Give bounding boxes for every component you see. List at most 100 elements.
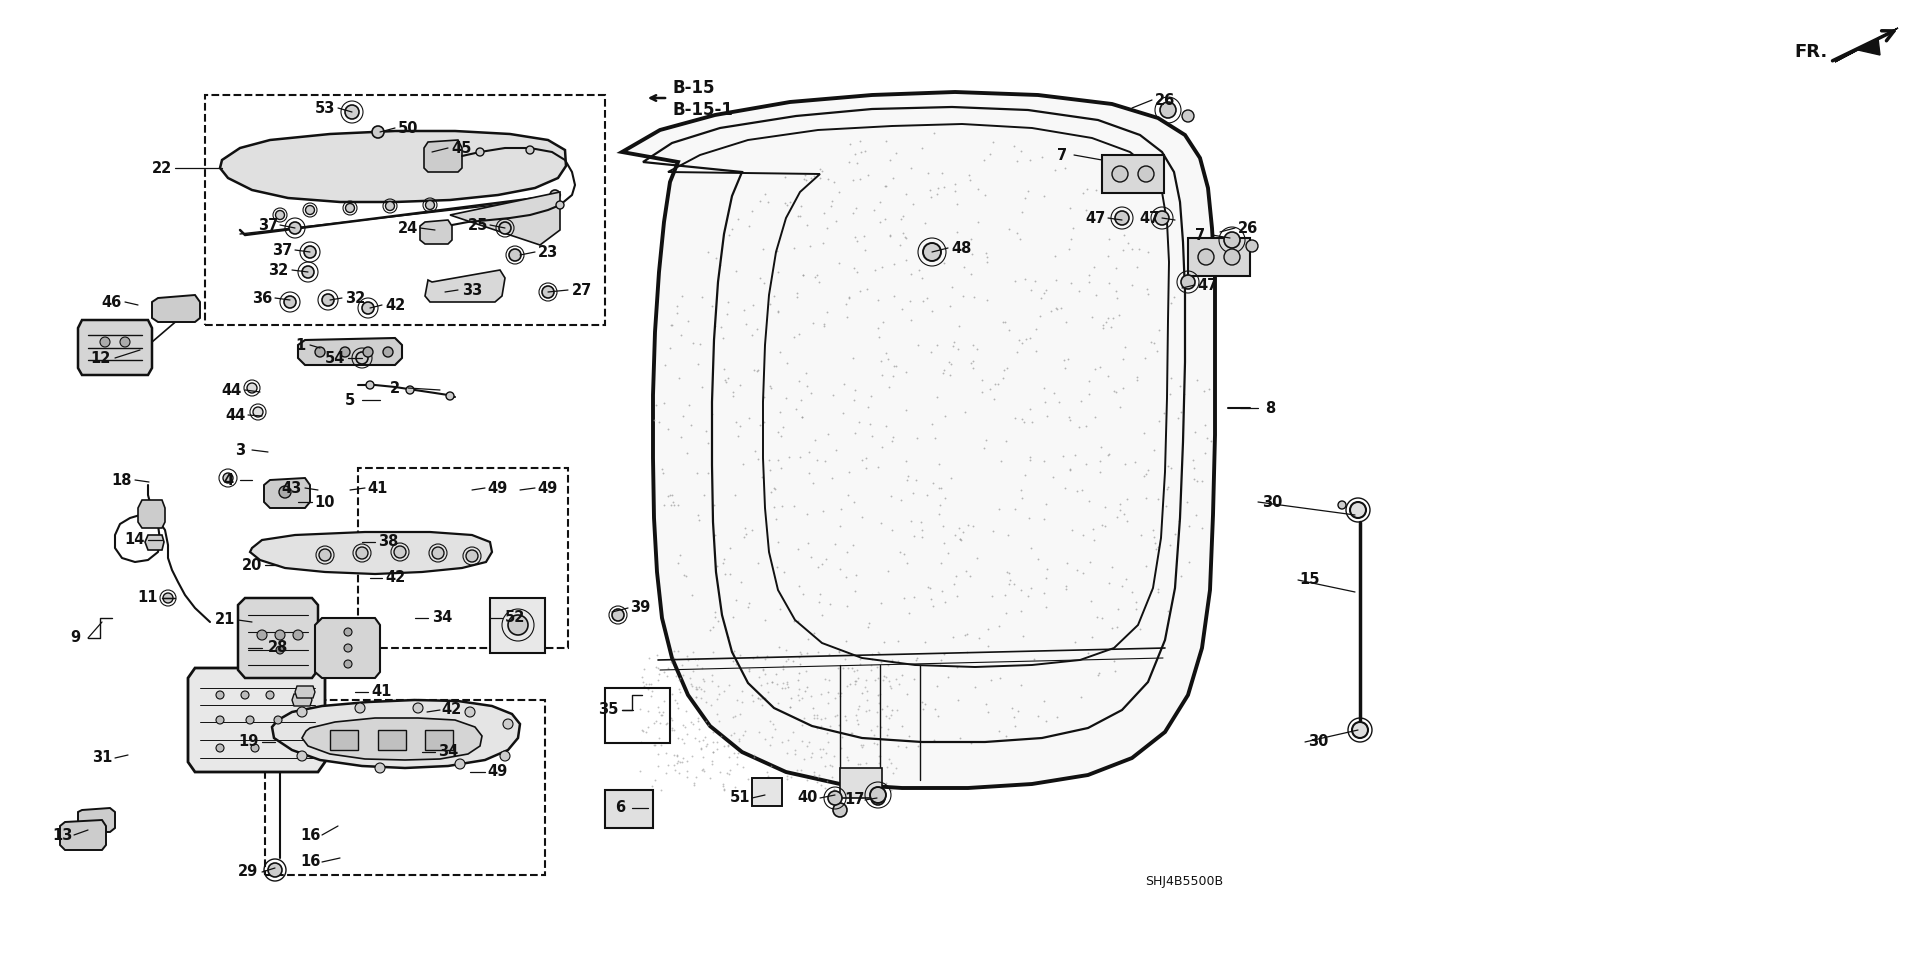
Point — [983, 376, 1014, 392]
Point — [891, 402, 922, 418]
Point — [687, 749, 718, 764]
Point — [1139, 535, 1169, 550]
Point — [1196, 434, 1227, 449]
Point — [1104, 496, 1135, 512]
Point — [870, 775, 900, 790]
Point — [789, 683, 820, 698]
Point — [914, 183, 945, 198]
Point — [941, 568, 972, 583]
Point — [1142, 539, 1173, 555]
Point — [1054, 241, 1085, 257]
Point — [993, 221, 1023, 237]
Point — [766, 773, 797, 788]
Point — [964, 629, 995, 645]
Point — [770, 195, 801, 211]
Point — [872, 760, 902, 775]
Point — [860, 672, 891, 687]
Point — [972, 638, 1002, 653]
Point — [662, 497, 693, 513]
Point — [851, 450, 881, 466]
Point — [862, 644, 893, 659]
Point — [1102, 602, 1133, 617]
Point — [833, 154, 864, 170]
Point — [714, 540, 745, 556]
Point — [864, 215, 895, 230]
Point — [660, 669, 691, 684]
Text: 37: 37 — [257, 217, 278, 233]
Point — [737, 522, 768, 537]
Circle shape — [346, 105, 359, 119]
Point — [745, 417, 776, 432]
Point — [906, 522, 937, 537]
Point — [933, 354, 964, 370]
Point — [1050, 160, 1081, 175]
Text: SHJ4B5500B: SHJ4B5500B — [1144, 876, 1223, 888]
Point — [1008, 415, 1039, 430]
Point — [737, 694, 768, 709]
Point — [814, 757, 845, 772]
Point — [749, 650, 780, 666]
Bar — [753, 778, 781, 806]
Text: 47: 47 — [1198, 278, 1217, 292]
Point — [812, 773, 843, 788]
Point — [895, 513, 925, 529]
Point — [776, 770, 806, 786]
Point — [874, 751, 904, 766]
Point — [776, 699, 806, 715]
Circle shape — [382, 347, 394, 357]
Point — [1010, 191, 1041, 206]
Point — [862, 659, 893, 674]
Point — [893, 468, 924, 484]
Point — [841, 707, 872, 722]
Point — [808, 316, 839, 331]
Point — [753, 764, 783, 780]
Point — [714, 749, 745, 764]
Point — [972, 250, 1002, 265]
Point — [1054, 462, 1085, 477]
Point — [1129, 468, 1160, 484]
Point — [858, 202, 889, 217]
Point — [1081, 410, 1112, 425]
Point — [803, 452, 833, 468]
Point — [785, 763, 816, 778]
Point — [828, 660, 858, 675]
Point — [866, 515, 897, 531]
Point — [876, 228, 906, 243]
Point — [1010, 271, 1041, 286]
Text: 3: 3 — [234, 443, 246, 458]
Point — [755, 484, 785, 499]
Point — [927, 647, 958, 662]
Point — [866, 654, 897, 670]
Point — [958, 289, 989, 305]
Point — [885, 492, 916, 508]
Point — [833, 782, 864, 797]
Circle shape — [924, 243, 941, 261]
Point — [705, 764, 735, 779]
Circle shape — [499, 751, 511, 761]
Point — [699, 744, 730, 760]
Point — [925, 497, 956, 513]
Polygon shape — [138, 500, 165, 528]
Point — [1190, 445, 1221, 461]
Point — [876, 488, 906, 503]
Point — [864, 686, 895, 701]
Point — [1002, 344, 1033, 359]
Point — [860, 262, 891, 278]
Point — [1006, 411, 1037, 426]
Text: 7: 7 — [1194, 227, 1206, 242]
Circle shape — [215, 691, 225, 699]
Point — [941, 659, 972, 674]
Circle shape — [509, 249, 520, 261]
Point — [697, 406, 728, 422]
Point — [672, 769, 703, 785]
Text: 19: 19 — [238, 735, 257, 749]
Point — [655, 487, 685, 502]
Point — [1000, 410, 1031, 425]
Point — [806, 556, 837, 571]
Point — [851, 679, 881, 695]
Text: 23: 23 — [538, 244, 559, 260]
Point — [972, 245, 1002, 261]
Point — [956, 246, 987, 262]
Point — [968, 373, 998, 388]
Point — [876, 707, 906, 722]
